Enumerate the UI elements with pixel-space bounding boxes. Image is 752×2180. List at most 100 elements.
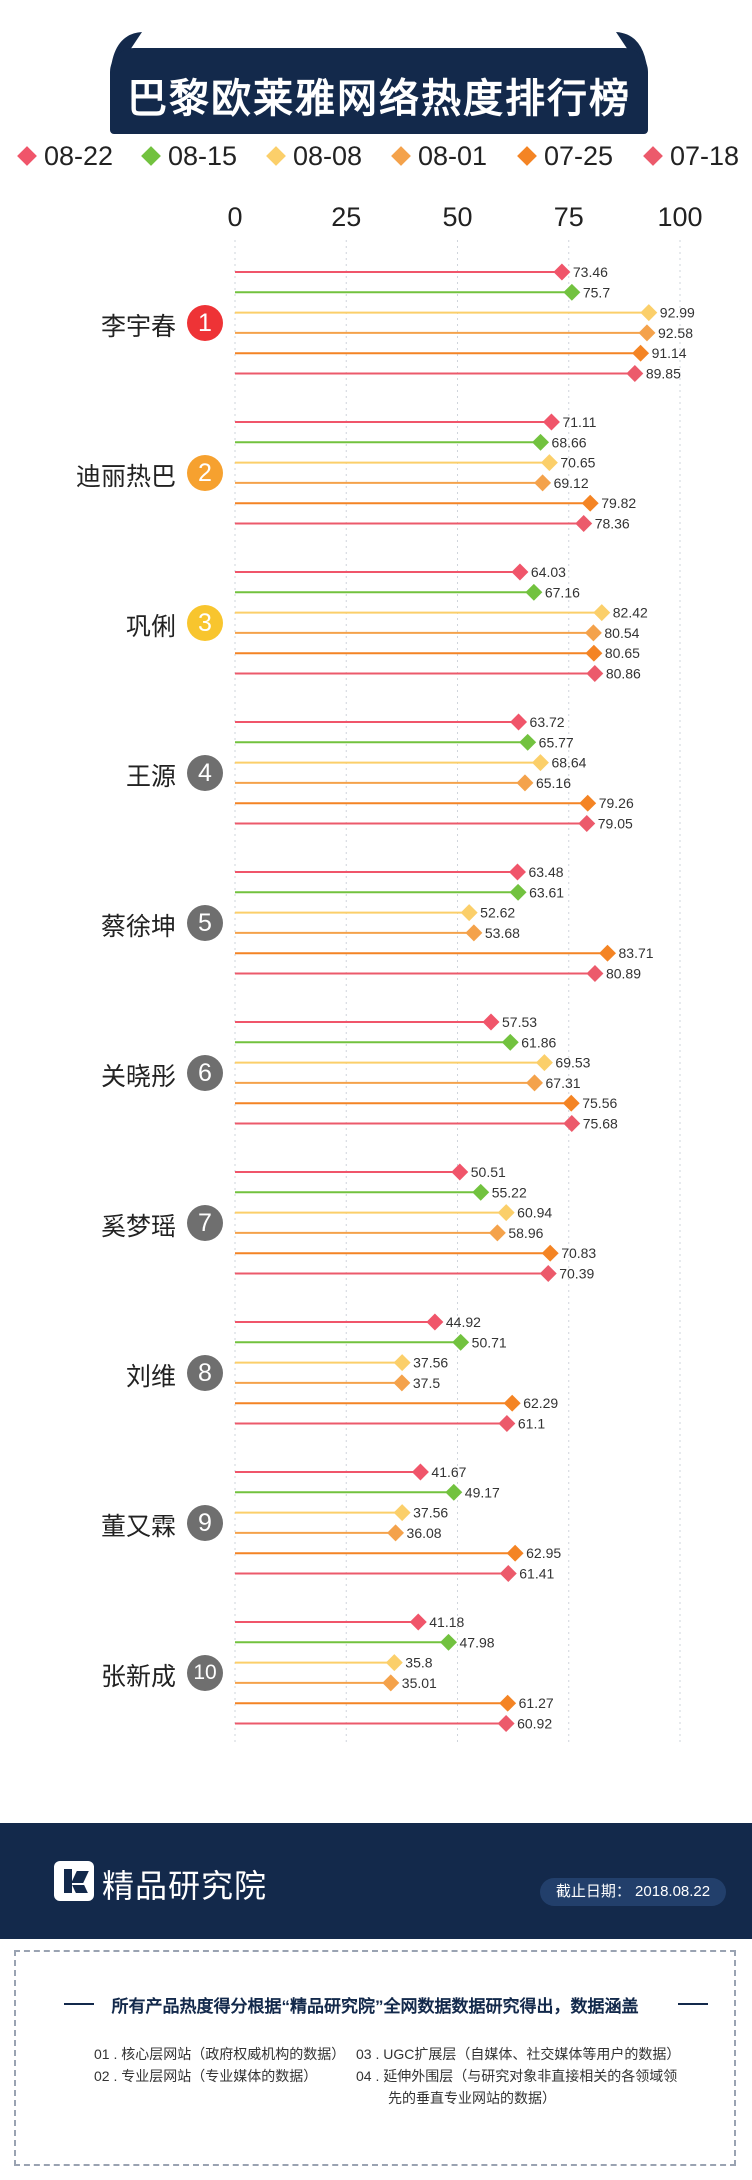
- data-label: 37.56: [413, 1355, 448, 1371]
- data-label: 69.12: [554, 475, 589, 491]
- data-point: [586, 965, 604, 982]
- data-point: [426, 1313, 444, 1331]
- data-point: [509, 883, 527, 901]
- data-point: [452, 1333, 470, 1351]
- data-point: [511, 563, 529, 581]
- note-item-5: 先的垂直专业网站的数据）: [388, 2090, 556, 2106]
- data-point: [563, 283, 581, 301]
- data-label: 35.01: [402, 1675, 437, 1691]
- data-point: [503, 1394, 521, 1412]
- data-point: [593, 604, 611, 622]
- footer-band: 精品研究院 截止日期： 2018.08.22: [0, 1823, 752, 1939]
- data-label: 79.26: [599, 795, 634, 811]
- data-label: 73.46: [573, 264, 608, 280]
- data-label: 82.42: [613, 605, 648, 621]
- data-label: 80.86: [606, 666, 641, 682]
- rank-badge: 10: [187, 1654, 223, 1691]
- rank-badge: 2: [187, 454, 223, 491]
- title-box: [110, 48, 648, 134]
- data-point: [482, 1013, 500, 1031]
- data-label: 44.92: [446, 1314, 481, 1330]
- note-item-3: 03 . UGC扩展层（自媒体、社交媒体等用户的数据）: [356, 2046, 681, 2062]
- category-label: 刘维: [125, 1362, 176, 1391]
- data-point: [497, 1204, 515, 1222]
- rank-badge: 6: [187, 1054, 223, 1091]
- data-point: [599, 944, 616, 962]
- data-point: [465, 924, 483, 942]
- data-label: 63.48: [528, 864, 563, 880]
- data-label: 61.41: [519, 1566, 554, 1582]
- data-label: 63.61: [529, 884, 564, 900]
- data-label: 68.64: [551, 755, 586, 771]
- legend-item: 08-08: [266, 139, 362, 173]
- legend-label: 07-18: [670, 140, 740, 171]
- logo-icon: [54, 1861, 94, 1901]
- legend: 08-22 08-15 08-08 08-01 07-25 07-18: [10, 139, 750, 173]
- legend-item: 08-15: [141, 139, 237, 173]
- data-point: [535, 1054, 553, 1072]
- note-item-4: 04 . 延伸外围层（与研究对象非直接相关的各领域领: [356, 2068, 678, 2084]
- data-label: 63.72: [530, 714, 565, 730]
- data-point: [519, 733, 537, 751]
- rank-badge: 8: [187, 1354, 223, 1391]
- rank-badge: 9: [187, 1504, 223, 1541]
- data-point: [460, 904, 478, 922]
- legend-item: 07-18: [643, 139, 740, 173]
- data-label: 61.27: [519, 1695, 554, 1711]
- data-point: [640, 304, 658, 322]
- data-point: [541, 1244, 559, 1262]
- category-label: 巩俐: [125, 612, 176, 641]
- legend-item: 08-22: [17, 139, 113, 173]
- category-label: 奚梦瑶: [100, 1212, 176, 1241]
- x-tick-label: 50: [442, 202, 472, 232]
- note-item-1: 01 . 核心层网站（政府权威机构的数据）: [94, 2046, 346, 2062]
- data-label: 75.7: [583, 284, 610, 300]
- data-point: [445, 1483, 463, 1501]
- data-label: 50.51: [471, 1164, 506, 1180]
- data-point: [584, 624, 602, 642]
- data-point: [516, 774, 534, 792]
- data-point: [385, 1654, 403, 1672]
- data-point: [451, 1163, 469, 1181]
- data-point: [539, 1265, 557, 1282]
- data-point: [506, 1544, 524, 1562]
- data-point: [581, 494, 599, 512]
- data-point: [498, 1415, 516, 1432]
- x-tick-label: 75: [554, 202, 584, 232]
- data-point: [579, 794, 597, 812]
- data-label: 68.66: [552, 434, 587, 450]
- data-label: 79.05: [598, 816, 633, 832]
- data-point: [562, 1094, 580, 1112]
- data-label: 67.16: [545, 584, 580, 600]
- data-label: 65.16: [536, 775, 571, 791]
- page-title: 巴黎欧莱雅网络热度排行榜: [127, 77, 631, 121]
- data-point: [499, 1694, 517, 1712]
- data-point: [472, 1183, 490, 1201]
- data-point: [526, 1074, 544, 1092]
- legend-label: 08-01: [418, 140, 488, 171]
- data-label: 79.82: [601, 495, 636, 511]
- data-label: 78.36: [595, 516, 630, 532]
- data-point: [626, 365, 644, 382]
- data-point: [578, 815, 596, 832]
- data-label: 57.53: [502, 1014, 537, 1030]
- x-tick-label: 100: [657, 202, 702, 232]
- category-label: 董又霖: [100, 1512, 176, 1541]
- legend-item: 07-25: [517, 139, 613, 173]
- note-item-2: 02 . 专业层网站（专业媒体的数据）: [94, 2068, 318, 2084]
- data-label: 75.68: [583, 1116, 618, 1132]
- data-label: 71.11: [562, 414, 596, 430]
- data-point: [540, 454, 558, 472]
- data-label: 58.96: [508, 1225, 543, 1241]
- x-tick-label: 0: [227, 202, 242, 232]
- data-label: 41.18: [429, 1614, 464, 1630]
- data-label: 61.86: [521, 1034, 556, 1050]
- data-label: 75.56: [582, 1095, 617, 1111]
- data-point: [534, 474, 552, 492]
- data-label: 53.68: [485, 925, 520, 941]
- rank-badge: 4: [187, 754, 223, 791]
- category-label: 迪丽热巴: [75, 462, 176, 491]
- data-label: 91.14: [652, 345, 687, 361]
- rank-badge: 3: [187, 604, 223, 641]
- data-label: 92.99: [660, 305, 695, 321]
